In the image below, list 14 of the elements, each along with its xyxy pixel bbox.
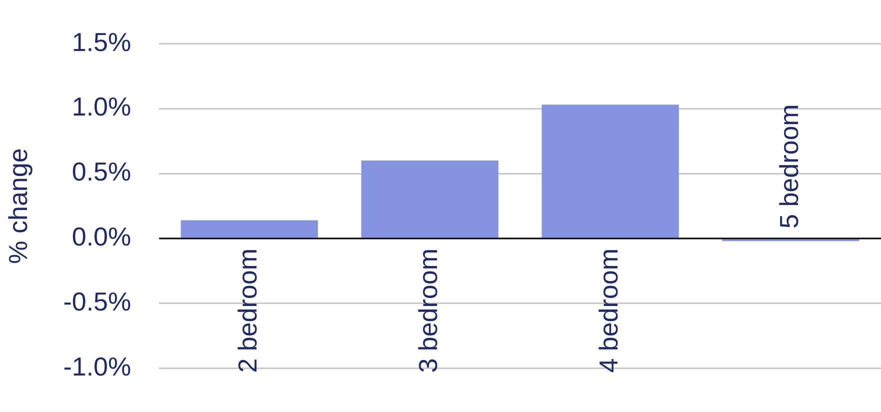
y-tick-label: 0.5% xyxy=(72,156,132,187)
y-tick-label: -0.5% xyxy=(63,286,132,317)
y-tick-label: 1.0% xyxy=(72,92,132,122)
x-tick-label: 2 bedroom xyxy=(232,248,263,373)
x-tick-label: 3 bedroom xyxy=(412,248,443,373)
bar xyxy=(542,104,679,238)
y-tick-label: 1.5% xyxy=(72,26,132,57)
y-tick-label: -1.0% xyxy=(63,352,132,382)
bar xyxy=(180,220,318,238)
x-tick-label: 4 bedroom xyxy=(593,248,624,373)
y-tick-label: 0.0% xyxy=(72,222,132,252)
x-tick-label: 5 bedroom xyxy=(774,104,804,228)
bar xyxy=(361,160,498,238)
y-axis-title: % change xyxy=(2,148,33,264)
